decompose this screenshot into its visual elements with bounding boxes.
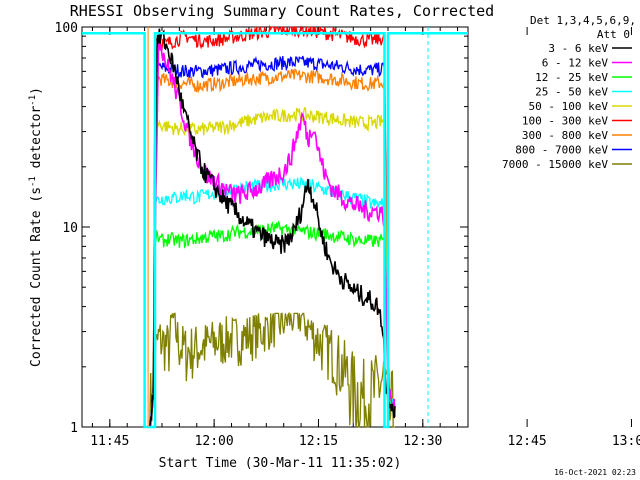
x-tick-label: 12:00 — [195, 434, 234, 449]
chart-title: RHESSI Observing Summary Count Rates, Co… — [70, 2, 494, 20]
legend: Det 1,3,4,5,6,9, Att 0 3 - 6 keV 6 - 12 k… — [502, 14, 636, 171]
legend-label: 50 - 100 keV — [529, 100, 609, 113]
y-label-end: ) — [29, 87, 44, 95]
y-label-mid: detector — [29, 106, 44, 177]
y-label-sup-1: -1 — [28, 176, 38, 187]
x-tick-label: 12:45 — [508, 434, 547, 449]
legend-label: 3 - 6 keV — [548, 42, 608, 55]
y-tick-label: 10 — [62, 221, 78, 236]
x-tick-label: 13:00 — [612, 434, 640, 449]
series-line-7000-15000-kev — [149, 311, 395, 428]
attenuator-state-line — [82, 32, 468, 429]
legend-header-attenuator: Att 0 — [597, 28, 630, 41]
series-line-100-300-kev — [149, 24, 396, 424]
legend-label: 300 - 800 keV — [522, 129, 608, 142]
legend-label: 100 - 300 keV — [522, 115, 608, 128]
legend-header-detectors: Det 1,3,4,5,6,9, — [530, 14, 636, 27]
x-tick-label: 12:15 — [299, 434, 338, 449]
series-line-6-12-kev — [149, 39, 396, 428]
series-line-300-800-kev — [149, 68, 396, 426]
series-line-50-100-kev — [149, 107, 396, 428]
series-line-800-7000-kev — [149, 55, 396, 422]
y-axis-label: Corrected Count Rate (s-1 detector-1) — [28, 87, 44, 367]
x-tick-label: 12:30 — [403, 434, 442, 449]
y-axis-ticks: 1 10 100 — [55, 21, 468, 436]
legend-label: 800 - 7000 keV — [515, 144, 608, 157]
x-tick-label: 11:45 — [90, 434, 129, 449]
legend-label: 12 - 25 keV — [535, 71, 608, 84]
series-line-3-6-kev — [149, 28, 396, 428]
legend-label: 7000 - 15000 keV — [502, 158, 608, 171]
x-axis-label: Start Time (30-Mar-11 11:35:02) — [159, 456, 402, 471]
series-layer — [149, 24, 396, 428]
legend-label: 6 - 12 keV — [542, 57, 609, 70]
y-tick-label: 1 — [70, 421, 78, 436]
series-line-25-50-kev — [149, 176, 396, 428]
y-tick-label: 100 — [55, 21, 78, 36]
y-label-main: Corrected Count Rate (s — [29, 187, 44, 367]
overlay-layer — [82, 27, 468, 429]
legend-label: 25 - 50 keV — [535, 86, 608, 99]
y-label-sup-2: -1 — [28, 95, 38, 106]
generation-timestamp: 16-Oct-2021 02:23 — [554, 468, 636, 477]
series-line-12-25-kev — [149, 220, 396, 428]
